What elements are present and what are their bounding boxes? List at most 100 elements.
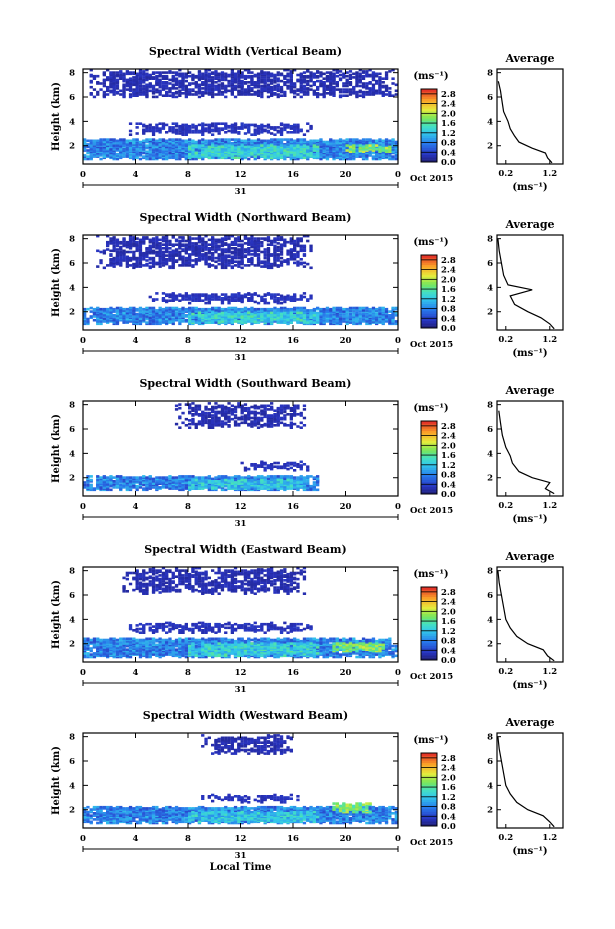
heatmap-cell [112,138,116,141]
heatmap-cell [312,89,316,93]
heatmap-cell [188,306,192,310]
heatmap-cell [201,83,205,87]
heatmap-cell [142,236,146,239]
heatmap-cell [293,314,297,317]
heatmap-cell [296,73,300,77]
heatmap-cell [253,311,257,315]
heatmap-cell [102,84,106,88]
heatmap-cell [194,151,198,155]
heatmap-cell [119,240,123,244]
heatmap-cell [233,138,238,141]
heatmap-cell [299,297,303,300]
heatmap-cell [220,87,225,90]
heatmap-cell [371,83,376,87]
heatmap-cell [89,154,93,157]
date-label: 31 [235,187,247,197]
heatmap-cell [233,79,238,83]
heatmap-cell [151,138,156,141]
heatmap-cell [155,88,159,91]
heatmap-cell [178,79,182,83]
heatmap-cell [135,256,139,260]
heatmap-cell [325,71,330,74]
heatmap-cell [128,133,133,136]
heatmap-cell [293,131,297,134]
heatmap-cell [361,74,366,78]
heatmap-cell [250,322,254,326]
heatmap-cell [194,90,198,94]
heatmap-cell [106,243,110,246]
heatmap-cell [263,81,267,84]
heatmap-cell [312,83,316,87]
heatmap-cell [112,71,116,74]
colorbar-segment [421,91,437,95]
heatmap-cell [148,82,152,85]
heatmap-cell [211,76,215,79]
heatmap-cell [145,90,149,94]
heatmap-cell [151,298,156,301]
heatmap-cell [270,72,274,76]
heatmap-cell [316,306,320,310]
heatmap-cell [230,141,234,145]
heatmap-cell [204,85,208,89]
heatmap-cell [109,82,113,85]
heatmap-cell [99,138,103,141]
heatmap-cell [220,74,225,78]
heatmap-cell [204,311,208,315]
heatmap-cell [161,146,166,150]
heatmap-cell [188,236,192,239]
heatmap-cell [220,71,225,74]
heatmap-cell [338,138,343,141]
heatmap-cell [352,76,356,79]
heatmap-cell [128,88,133,91]
heatmap-cell [194,237,198,240]
heatmap-cell [345,88,349,91]
heatmap-cell [381,311,385,315]
heatmap-cell [338,73,343,77]
heatmap-cell [263,307,267,311]
heatmap-cell [178,128,182,132]
heatmap-cell [286,145,290,149]
heatmap-cell [119,73,123,77]
heatmap-cell [132,71,136,74]
colorbar-tick-label: 0.8 [441,139,456,149]
heatmap-cell [247,71,251,74]
heatmap-cell [132,94,136,97]
heatmap-cell [178,145,182,149]
heatmap-cell [171,71,175,74]
y-tick-label: 2 [69,142,75,152]
heatmap-cell [348,83,353,87]
heatmap-cell [184,127,188,130]
heatmap-cell [296,157,300,161]
heatmap-cell [115,309,120,312]
colorbar-segment [421,110,437,114]
heatmap-cell [342,315,346,318]
heatmap-cell [384,146,389,150]
heatmap-cell [237,82,241,85]
heatmap-cell [135,240,139,244]
heatmap-cell [106,234,110,238]
heatmap-cell [220,83,225,87]
heatmap-cell [171,138,175,141]
heatmap-cell [112,73,116,77]
heatmap-cell [207,123,211,127]
heatmap-cell [178,264,182,267]
heatmap-cell [92,139,97,143]
heatmap-cell [224,293,228,296]
heatmap-cell [381,306,385,310]
heatmap-cell [220,90,225,94]
heatmap-cell [194,74,198,78]
heatmap-cell [227,151,231,155]
heatmap-cell [168,90,172,94]
heatmap-cell [158,71,162,74]
heatmap-cell [92,318,97,322]
heatmap-cell [204,123,208,127]
heatmap-cell [194,140,198,144]
heatmap-cell [368,311,372,315]
heatmap-cell [125,240,129,244]
heatmap-cell [283,149,287,152]
heatmap-cell [283,94,287,97]
heatmap-cell [102,266,106,270]
heatmap-cell [194,306,198,310]
heatmap-cell [250,295,254,299]
